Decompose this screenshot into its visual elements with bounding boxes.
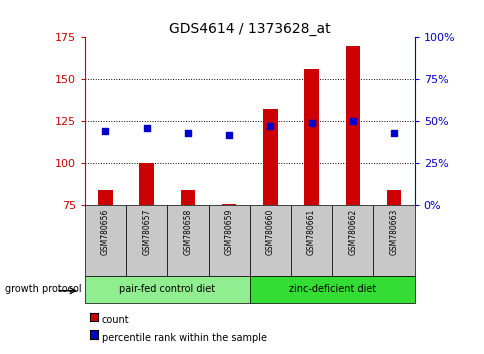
- Point: [348, 118, 356, 124]
- Point: [101, 129, 109, 134]
- FancyBboxPatch shape: [249, 205, 290, 276]
- Text: count: count: [102, 315, 129, 325]
- FancyBboxPatch shape: [85, 276, 249, 303]
- Bar: [345, 46, 359, 205]
- Bar: [222, 204, 236, 205]
- Point: [389, 130, 397, 136]
- Text: GSM780656: GSM780656: [101, 209, 110, 255]
- FancyBboxPatch shape: [208, 205, 249, 276]
- Title: GDS4614 / 1373628_at: GDS4614 / 1373628_at: [168, 22, 330, 36]
- Point: [183, 130, 191, 136]
- Bar: [386, 190, 400, 205]
- Text: GSM780660: GSM780660: [265, 209, 274, 255]
- FancyBboxPatch shape: [167, 205, 208, 276]
- FancyBboxPatch shape: [126, 205, 167, 276]
- Point: [266, 124, 273, 129]
- Bar: [139, 163, 153, 205]
- FancyBboxPatch shape: [373, 205, 414, 276]
- Bar: [263, 109, 277, 205]
- Point: [307, 120, 315, 126]
- FancyBboxPatch shape: [332, 205, 373, 276]
- FancyBboxPatch shape: [290, 205, 332, 276]
- Bar: [181, 190, 195, 205]
- Text: zinc-deficient diet: zinc-deficient diet: [288, 284, 375, 295]
- FancyBboxPatch shape: [249, 276, 414, 303]
- Text: GSM780663: GSM780663: [389, 209, 398, 255]
- Bar: [98, 190, 112, 205]
- Text: GSM780658: GSM780658: [183, 209, 192, 255]
- Bar: [304, 69, 318, 205]
- Text: percentile rank within the sample: percentile rank within the sample: [102, 333, 266, 343]
- Text: growth protocol: growth protocol: [5, 284, 81, 295]
- Text: GSM780662: GSM780662: [348, 209, 357, 255]
- Text: GSM780661: GSM780661: [306, 209, 316, 255]
- Point: [142, 125, 150, 131]
- Point: [225, 132, 232, 138]
- Text: GSM780659: GSM780659: [224, 209, 233, 255]
- FancyBboxPatch shape: [85, 205, 126, 276]
- Text: pair-fed control diet: pair-fed control diet: [119, 284, 215, 295]
- Text: GSM780657: GSM780657: [142, 209, 151, 255]
